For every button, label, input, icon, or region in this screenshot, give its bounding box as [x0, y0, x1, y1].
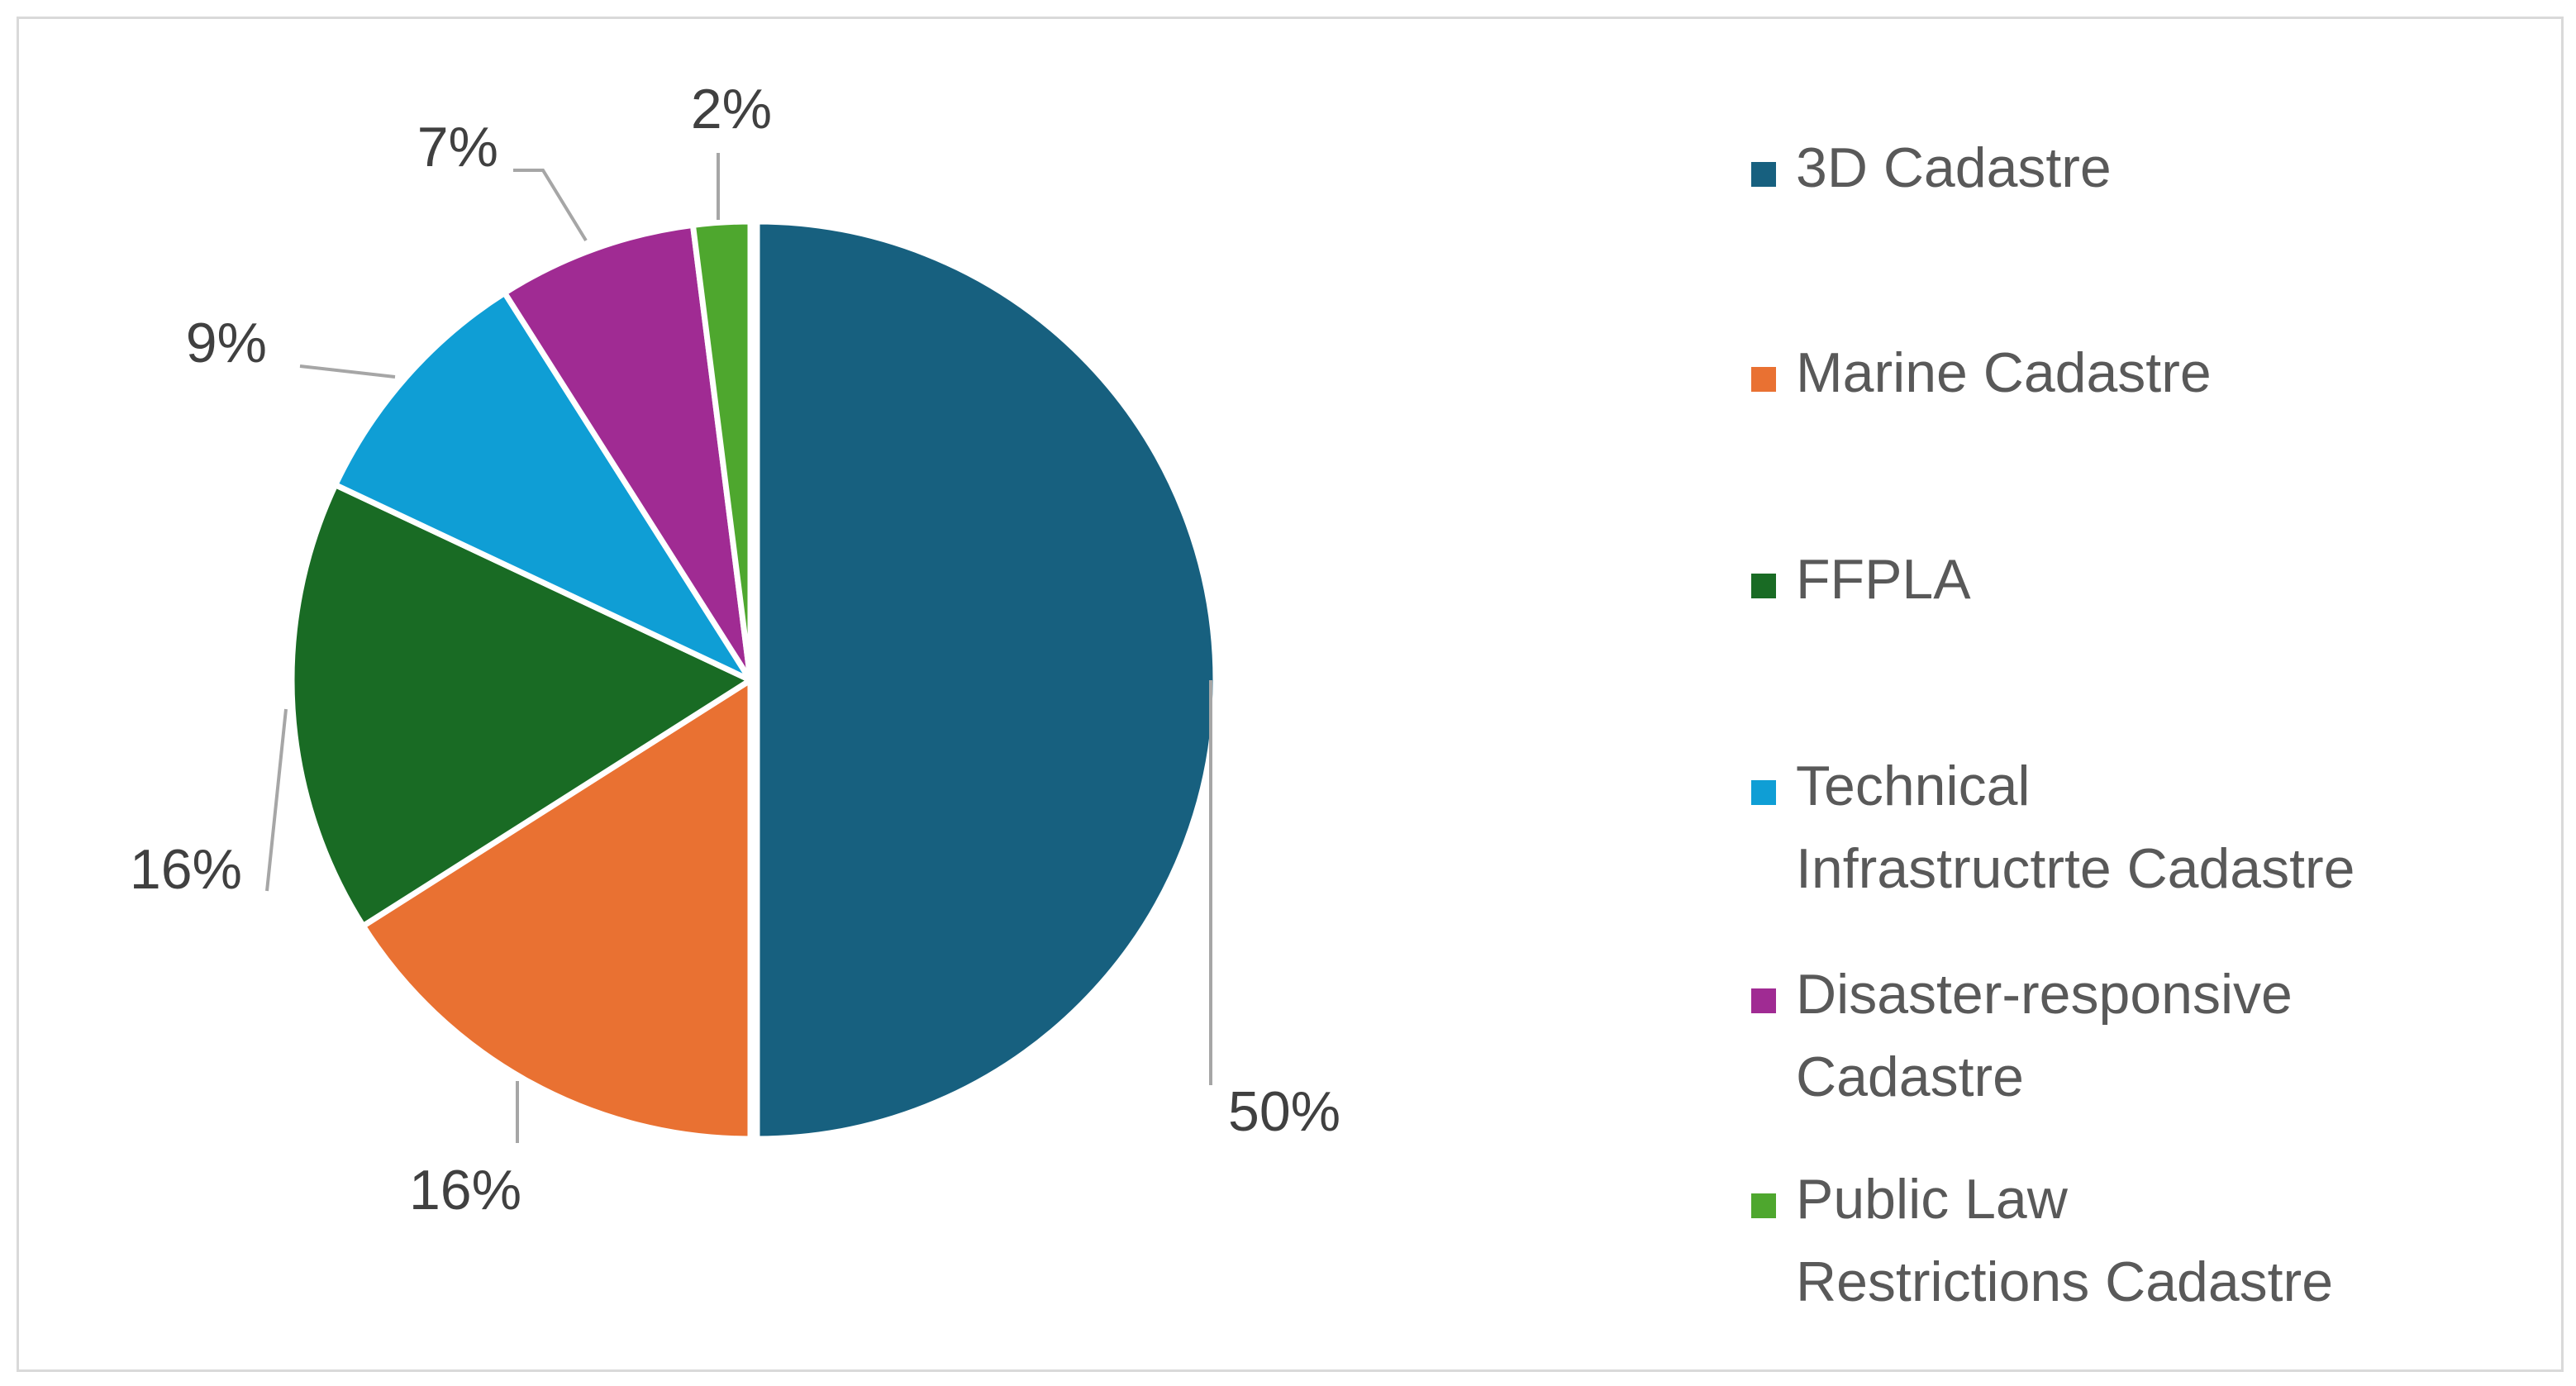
legend-label: Public Law Restrictions Cadastre	[1796, 1168, 2334, 1313]
legend-item-marine-cadastre: Marine Cadastre	[1751, 331, 2528, 414]
pie-slice-0	[754, 218, 1219, 1142]
legend-swatch	[1751, 162, 1776, 187]
legend-label: 3D Cadastre	[1796, 136, 2112, 199]
legend-swatch	[1751, 1193, 1776, 1218]
data-label-5: 2%	[691, 78, 772, 141]
legend-item-disaster-responsive-cadastre: Disaster-responsive Cadastre	[1751, 953, 2528, 1118]
chart-frame: 50% 16% 16% 9% 7% 2% 3D Cadastre Marine Cadas…	[17, 17, 2564, 1372]
legend-item-technical-infrastructure-cadastre: Technical Infrastructrte Cadastre	[1751, 745, 2528, 910]
legend-swatch	[1751, 988, 1776, 1013]
legend-item-3d-cadastre: 3D Cadastre	[1751, 126, 2528, 209]
legend-swatch	[1751, 367, 1776, 392]
leader-line-4	[513, 169, 588, 242]
pie-slice-4	[502, 221, 754, 683]
legend-swatch	[1751, 574, 1776, 598]
legend-label: Marine Cadastre	[1796, 341, 2212, 404]
pie-slice-5	[689, 218, 754, 683]
pie-slice-1	[359, 677, 754, 1142]
data-label-1: 16%	[409, 1159, 521, 1222]
legend-label: FFPLA	[1796, 548, 1971, 611]
pie-slice-2	[288, 482, 754, 929]
data-label-4: 7%	[417, 116, 498, 179]
leader-line-3	[299, 364, 396, 379]
legend-label: Disaster-responsive Cadastre	[1796, 963, 2293, 1108]
data-label-3: 9%	[186, 312, 267, 374]
legend-swatch	[1751, 780, 1776, 805]
legend-item-public-law-restrictions-cadastre: Public Law Restrictions Cadastre	[1751, 1158, 2528, 1323]
data-label-0: 50%	[1228, 1080, 1340, 1143]
pie-slice-3	[332, 289, 754, 683]
data-label-2: 16%	[130, 838, 242, 901]
legend-item-ffpla: FFPLA	[1751, 538, 2528, 621]
pie-chart: 50% 16% 16% 9% 7% 2%	[130, 78, 1340, 1222]
legend-label: Technical Infrastructrte Cadastre	[1796, 755, 2355, 900]
leader-line-2	[265, 708, 288, 892]
